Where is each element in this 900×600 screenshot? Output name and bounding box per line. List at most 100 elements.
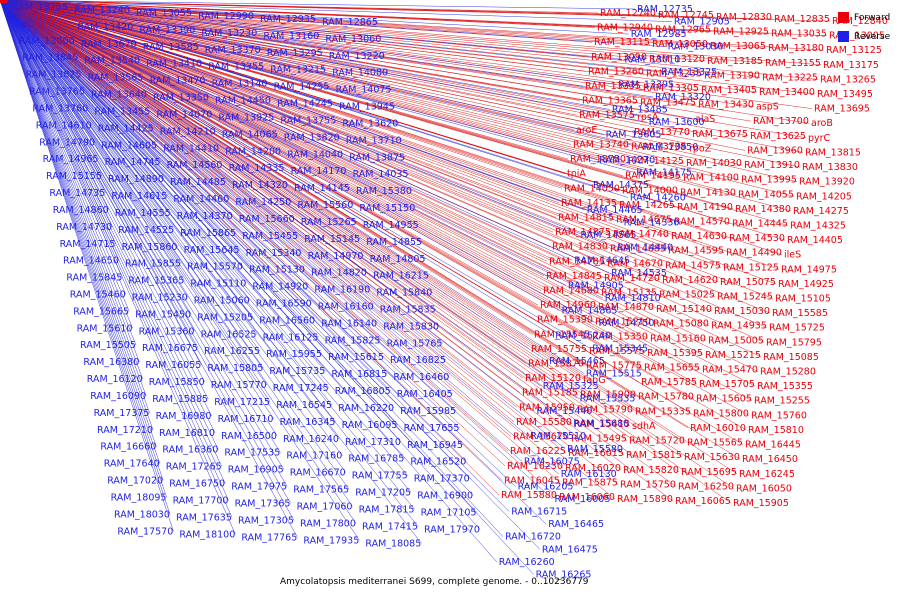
gene-label-reverse[interactable]: RAM_16205 xyxy=(518,482,574,493)
gene-label-reverse[interactable]: RAM_15450 xyxy=(135,309,191,320)
gene-label-forward[interactable]: RAM_13995 xyxy=(741,175,797,186)
gene-label-forward[interactable]: RAM_12740 xyxy=(600,8,656,19)
gene-label-reverse[interactable]: RAM_14615 xyxy=(111,191,167,202)
gene-label-reverse[interactable]: RAM_16360 xyxy=(162,445,218,456)
gene-label-reverse[interactable]: RAM_15465 xyxy=(549,356,605,367)
gene-label-reverse[interactable]: RAM_16905 xyxy=(228,465,284,476)
gene-label-reverse[interactable]: RAM_13455 xyxy=(94,107,150,118)
gene-label-forward[interactable]: pyrC xyxy=(808,133,831,144)
gene-label-forward[interactable]: RAM_15695 xyxy=(681,467,737,478)
gene-label-forward[interactable]: RAM_16230 xyxy=(507,461,563,472)
gene-label-reverse[interactable]: RAM_13485 xyxy=(612,105,668,116)
gene-label-reverse[interactable]: RAM_15885 xyxy=(152,394,208,405)
gene-label-reverse[interactable]: RAM_16120 xyxy=(87,374,143,385)
gene-label-forward[interactable]: ileS xyxy=(784,250,801,261)
gene-label-reverse[interactable]: RAM_15510 xyxy=(530,431,586,442)
gene-label-reverse[interactable]: RAM_16090 xyxy=(90,391,146,402)
gene-label-forward[interactable]: RAM_15905 xyxy=(733,498,789,509)
gene-label-reverse[interactable]: RAM_15340 xyxy=(246,248,302,259)
gene-label-reverse[interactable]: RAM_13160 xyxy=(263,31,319,42)
gene-label-reverse[interactable]: RAM_14460 xyxy=(173,194,229,205)
gene-label-reverse[interactable]: RAM_15735 xyxy=(269,366,325,377)
gene-label-forward[interactable]: RAM_13050 xyxy=(652,39,708,50)
gene-label-forward[interactable]: aroB xyxy=(811,118,833,129)
gene-label-forward[interactable]: RAM_15005 xyxy=(708,335,764,346)
gene-label-reverse[interactable]: RAM_15845 xyxy=(66,273,122,284)
gene-label-reverse[interactable]: RAM_13295 xyxy=(267,48,323,59)
gene-label-forward[interactable]: sdhA xyxy=(632,421,656,432)
gene-label-forward[interactable]: RAM_14195 xyxy=(625,171,681,182)
gene-label-reverse[interactable]: ligC xyxy=(15,19,33,30)
gene-label-forward[interactable]: RAM_15670 xyxy=(513,432,569,443)
gene-label-reverse[interactable]: RAM_15460 xyxy=(70,290,126,301)
gene-label-reverse[interactable]: RAM_12865 xyxy=(322,17,378,28)
gene-label-forward[interactable]: RAM_14030 xyxy=(686,158,742,169)
gene-label-reverse[interactable]: RAM_14525 xyxy=(118,225,174,236)
gene-label-reverse[interactable]: RAM_15145 xyxy=(304,234,360,245)
gene-label-reverse[interactable]: RAM_14645 xyxy=(574,255,630,266)
gene-label-forward[interactable]: aspS xyxy=(756,102,779,113)
gene-label-reverse[interactable]: RAM_16215 xyxy=(373,271,429,282)
gene-label-forward[interactable]: RAM_14325 xyxy=(790,221,846,232)
gene-label-reverse[interactable]: RAM_15805 xyxy=(207,363,263,374)
gene-label-reverse[interactable]: RAM_13140 xyxy=(212,79,268,90)
gene-label-forward[interactable]: RAM_15245 xyxy=(717,292,773,303)
gene-label-forward[interactable]: RAM_14205 xyxy=(796,191,852,202)
gene-label-reverse[interactable]: RAM_15865 xyxy=(180,228,236,239)
gene-label-forward[interactable]: RAM_12965 xyxy=(655,25,711,36)
gene-label-forward[interactable]: rpsA xyxy=(637,112,659,123)
gene-label-forward[interactable]: RAM_15815 xyxy=(626,450,682,461)
gene-label-reverse[interactable]: RAM_18030 xyxy=(114,509,170,520)
gene-label-reverse[interactable]: RAM_14920 xyxy=(252,282,308,293)
gene-label-reverse[interactable]: RAM_14605 xyxy=(101,140,157,151)
gene-label-reverse[interactable]: RAM_13470 xyxy=(150,76,206,87)
gene-label-forward[interactable]: RAM_16250 xyxy=(678,481,734,492)
gene-label-forward[interactable]: RAM_15185 xyxy=(522,388,578,399)
gene-label-reverse[interactable]: RAM_16710 xyxy=(218,414,274,425)
gene-label-reverse[interactable]: RAM_18100 xyxy=(179,529,235,540)
gene-label-forward[interactable]: RAM_15755 xyxy=(531,344,587,355)
gene-label-reverse[interactable]: RAM_14485 xyxy=(170,177,226,188)
gene-label-reverse[interactable]: RAM_15380 xyxy=(356,186,412,197)
gene-label-reverse[interactable]: RAM_13030 xyxy=(668,42,724,53)
gene-label-reverse[interactable]: RAM_17935 xyxy=(303,535,359,546)
gene-label-reverse[interactable]: RAM_14745 xyxy=(105,157,161,168)
gene-label-forward[interactable]: RAM_12830 xyxy=(716,12,772,23)
gene-label-forward[interactable]: RAM_15785 xyxy=(641,377,697,388)
gene-label-forward[interactable]: RAM_14975 xyxy=(781,264,837,275)
gene-label-forward[interactable]: RAM_14670 xyxy=(607,258,663,269)
gene-label-forward[interactable]: RAM_14490 xyxy=(726,248,782,259)
gene-label-reverse[interactable]: RAM_17535 xyxy=(224,448,280,459)
gene-label-reverse[interactable]: RAM_14260 xyxy=(630,193,686,204)
gene-label-forward[interactable]: RAM_13740 xyxy=(573,139,629,150)
gene-label-forward[interactable]: RAM_15705 xyxy=(699,379,755,390)
gene-label-reverse[interactable]: RAM_13875 xyxy=(349,152,405,163)
gene-label-forward[interactable]: RAM_14130 xyxy=(680,187,736,198)
gene-label-reverse[interactable]: RAM_15535 xyxy=(580,394,636,405)
gene-label-forward[interactable]: RAM_13065 xyxy=(710,41,766,52)
gene-label-reverse[interactable]: RAM_17205 xyxy=(355,488,411,499)
gene-label-reverse[interactable]: RAM_15345 xyxy=(592,343,648,354)
gene-label-forward[interactable]: RAM_14405 xyxy=(787,235,843,246)
gene-label-reverse[interactable]: RAM_15850 xyxy=(149,377,205,388)
gene-label-reverse[interactable]: RAM_13640 xyxy=(91,90,147,101)
gene-label-forward[interactable]: RAM_13185 xyxy=(707,56,763,67)
gene-label-reverse[interactable]: RAM_13320 xyxy=(655,92,711,103)
gene-label-forward[interactable]: RAM_15580 xyxy=(516,417,572,428)
gene-label-reverse[interactable]: RAM_13600 xyxy=(649,117,705,128)
gene-label-reverse[interactable]: RAM_14790 xyxy=(39,137,95,148)
gene-label-reverse[interactable]: RAM_13215 xyxy=(270,65,326,76)
gene-label-forward[interactable]: aroE xyxy=(576,125,597,136)
gene-label-forward[interactable]: RAM_13400 xyxy=(759,87,815,98)
gene-label-reverse[interactable]: RAM_14375 xyxy=(593,180,649,191)
gene-label-forward[interactable]: RAM_13090 xyxy=(591,52,647,63)
gene-label-forward[interactable]: RAM_13155 xyxy=(765,58,821,69)
gene-label-forward[interactable]: RAM_15120 xyxy=(525,373,581,384)
gene-label-reverse[interactable]: RAM_15825 xyxy=(325,335,381,346)
gene-label-forward[interactable]: RAM_15470 xyxy=(702,365,758,376)
gene-label-reverse[interactable]: RAM_16670 xyxy=(290,468,346,479)
gene-label-reverse[interactable]: RAM_15645 xyxy=(184,245,240,256)
gene-label-reverse[interactable]: RAM_15230 xyxy=(132,293,188,304)
gene-label-reverse[interactable]: RAM_14810 xyxy=(605,293,661,304)
gene-label-reverse[interactable]: RAM_16190 xyxy=(314,285,370,296)
